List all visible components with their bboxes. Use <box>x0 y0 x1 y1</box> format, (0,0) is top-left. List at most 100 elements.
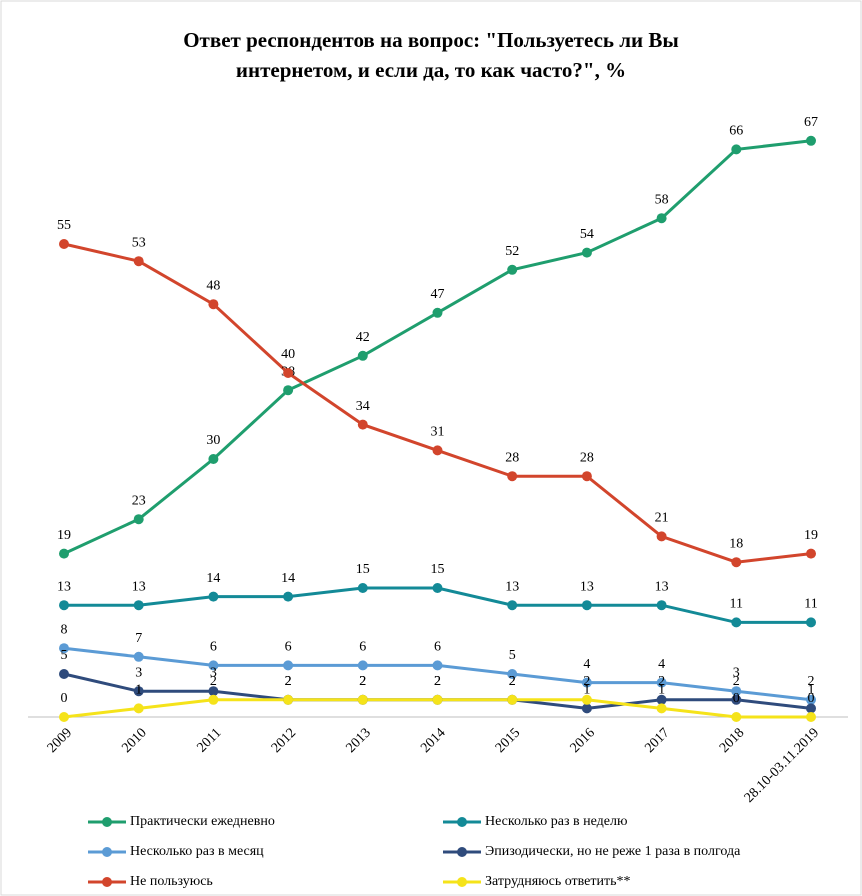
data-point <box>283 385 294 396</box>
legend-marker <box>457 877 467 887</box>
data-point <box>59 548 69 559</box>
data-point <box>208 591 219 602</box>
data-label: 19 <box>57 528 71 543</box>
data-point <box>581 471 592 482</box>
data-point <box>208 694 219 705</box>
data-label: 2 <box>583 674 590 689</box>
data-label: 11 <box>804 597 817 612</box>
data-point <box>133 600 144 611</box>
data-label: 0 <box>733 691 740 706</box>
data-point <box>283 368 294 378</box>
data-point <box>581 247 592 258</box>
data-label: 0 <box>808 691 815 706</box>
data-label: 2 <box>658 674 665 689</box>
data-label: 1 <box>583 683 590 698</box>
data-point <box>656 600 667 611</box>
data-label: 15 <box>356 562 370 577</box>
data-label: 4 <box>658 657 665 672</box>
data-label: 6 <box>434 640 441 655</box>
legend-label: Несколько раз в месяц <box>130 844 264 859</box>
data-point <box>731 712 742 722</box>
data-label: 2 <box>210 674 217 689</box>
legend-label: Несколько раз в неделю <box>485 814 627 829</box>
data-point <box>357 660 368 671</box>
legend-marker <box>457 817 467 827</box>
data-point <box>806 135 816 146</box>
data-point <box>432 445 443 456</box>
data-point <box>656 694 667 705</box>
data-point <box>656 213 667 224</box>
data-point <box>208 299 219 310</box>
legend-label: Затрудняюсь ответить** <box>485 874 631 889</box>
data-label: 15 <box>431 562 445 577</box>
data-label: 28 <box>580 450 594 465</box>
data-label: 8 <box>61 622 68 637</box>
data-point <box>432 583 443 593</box>
data-label: 31 <box>431 425 445 440</box>
data-label: 2 <box>509 674 516 689</box>
data-point <box>806 694 816 705</box>
data-label: 6 <box>285 640 292 655</box>
data-point <box>283 694 294 705</box>
data-label: 23 <box>132 493 146 508</box>
data-label: 30 <box>206 433 220 448</box>
data-point <box>806 548 816 559</box>
data-point <box>656 531 667 542</box>
data-label: 53 <box>132 235 146 250</box>
data-point <box>806 712 816 722</box>
data-point <box>59 643 69 654</box>
legend-marker <box>102 817 112 827</box>
data-label: 2 <box>434 674 441 689</box>
data-point <box>731 617 742 628</box>
data-point <box>59 239 69 249</box>
data-label: 7 <box>135 631 142 646</box>
data-label: 14 <box>206 571 220 586</box>
data-label: 13 <box>505 579 519 594</box>
legend-label: Не пользуюсь <box>130 874 213 889</box>
data-point <box>432 307 443 318</box>
data-label: 21 <box>655 511 669 526</box>
data-label: 5 <box>61 648 68 663</box>
data-label: 3 <box>135 665 142 680</box>
data-point <box>283 591 294 602</box>
data-point <box>133 256 144 267</box>
data-point <box>133 686 144 697</box>
data-point <box>507 600 518 611</box>
data-label: 47 <box>431 287 445 302</box>
data-point <box>208 454 219 464</box>
data-label: 42 <box>356 330 370 345</box>
data-label: 48 <box>206 278 220 293</box>
data-label: 58 <box>655 192 669 207</box>
data-point <box>133 651 144 662</box>
data-label: 13 <box>580 579 594 594</box>
data-point <box>581 600 592 611</box>
data-label: 14 <box>281 571 295 586</box>
data-label: 2 <box>434 674 441 689</box>
data-point <box>59 600 69 611</box>
data-label: 2 <box>359 674 366 689</box>
data-label: 3 <box>733 665 740 680</box>
data-label: 2 <box>285 674 292 689</box>
data-point <box>357 419 368 430</box>
data-point <box>357 350 368 361</box>
data-point <box>731 694 742 705</box>
data-label: 2 <box>359 674 366 689</box>
data-point <box>432 694 443 705</box>
data-label: 18 <box>729 536 743 551</box>
data-point <box>507 471 518 482</box>
data-label: 2 <box>285 674 292 689</box>
data-label: 2 <box>808 674 815 689</box>
data-point <box>507 694 518 705</box>
data-label: 13 <box>57 579 71 594</box>
data-point <box>59 669 69 679</box>
data-label: 55 <box>57 218 71 233</box>
data-point <box>357 583 368 593</box>
data-point <box>581 677 592 688</box>
data-point <box>806 703 816 714</box>
data-point <box>806 617 816 628</box>
data-label: 13 <box>132 579 146 594</box>
data-label: 1 <box>808 683 815 698</box>
data-point <box>581 694 592 705</box>
data-label: 0 <box>61 691 68 706</box>
